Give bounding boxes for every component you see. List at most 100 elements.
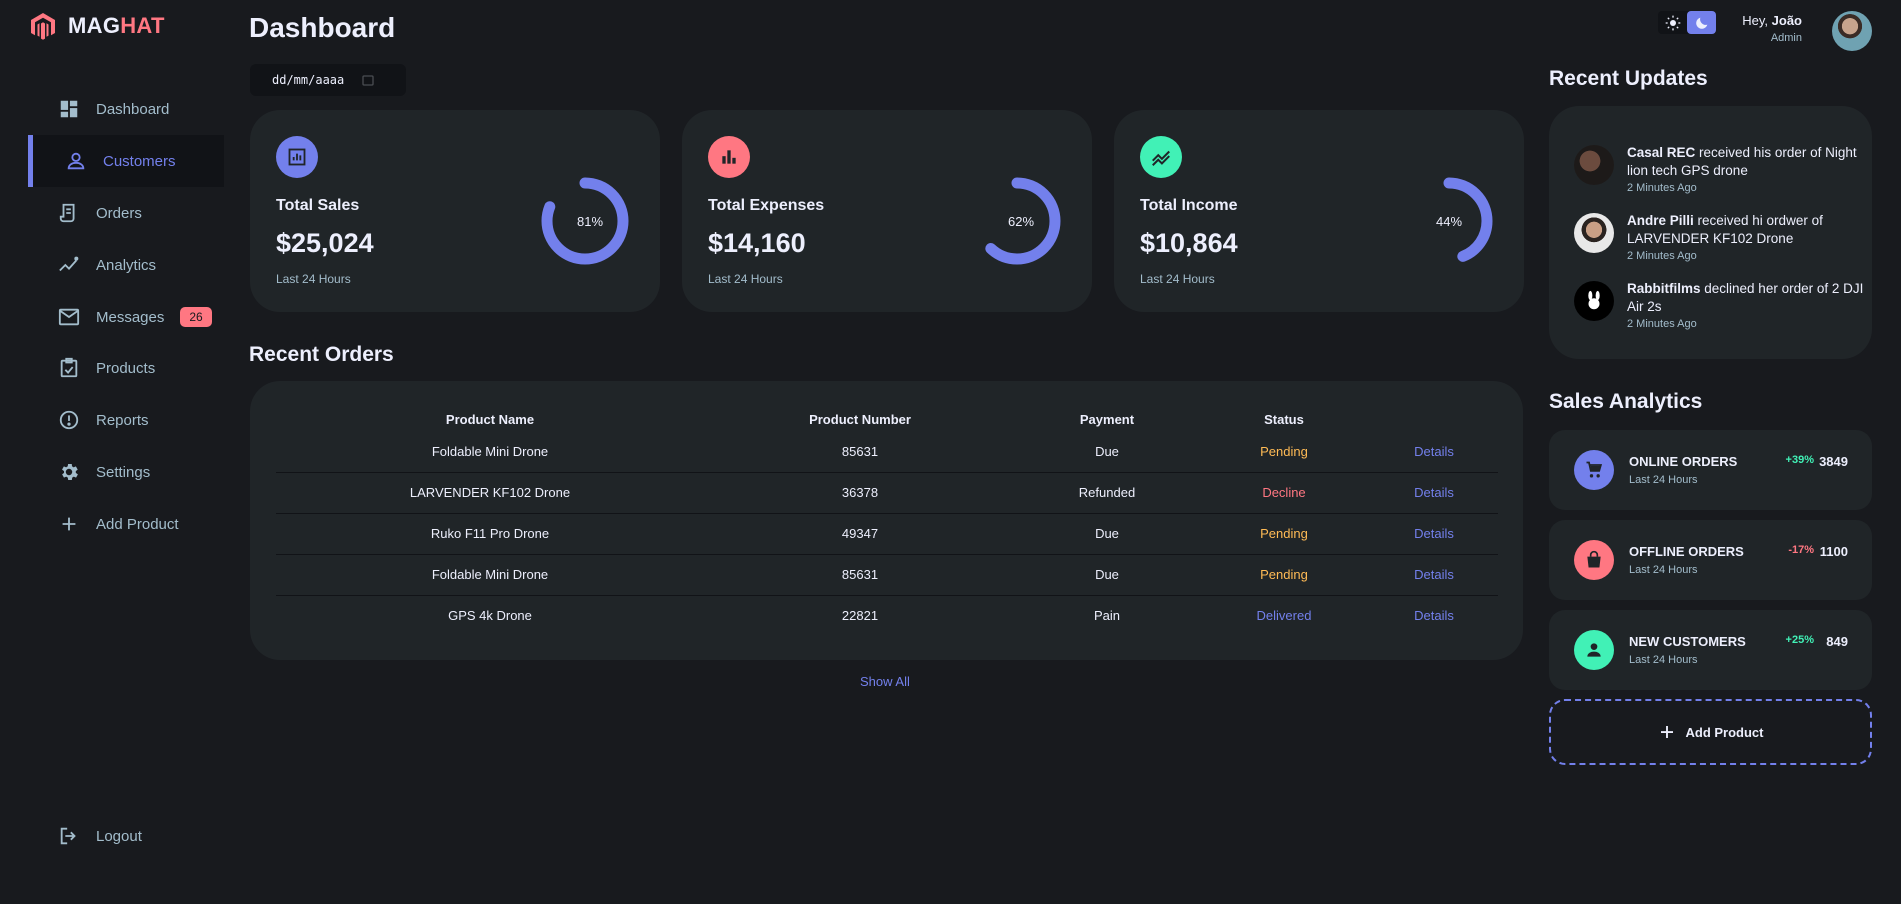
sidebar-item-orders[interactable]: Orders — [28, 187, 224, 239]
update-message: declined her order of 2 DJI Air 2s — [1627, 281, 1864, 314]
column-header: Product Name — [445, 411, 535, 427]
offline-orders-card: OFFLINE ORDERS Last 24 Hours -17% 1100 — [1549, 520, 1872, 600]
column-header: Payment — [1079, 411, 1135, 427]
report-icon — [59, 410, 79, 430]
sidebar-item-label: Products — [96, 359, 156, 377]
progress-ring — [973, 177, 1061, 265]
update-text: Rabbitfilms declined her order of 2 DJI … — [1627, 280, 1864, 316]
details-link[interactable]: Details — [1370, 431, 1498, 473]
update-user: Andre Pilli — [1627, 213, 1694, 228]
sidebar-item-label: Settings — [96, 463, 151, 481]
plus-icon — [1660, 726, 1673, 738]
sidebar-item-dashboard[interactable]: Dashboard — [28, 83, 224, 135]
analytics-change: +39% — [1785, 454, 1814, 466]
cart-icon — [1574, 450, 1614, 490]
person-icon — [1574, 630, 1614, 670]
analytics-icon — [276, 136, 318, 178]
payment-cell: Due — [1016, 513, 1198, 555]
payment-cell: Pain — [1093, 608, 1121, 624]
sidebar-item-analytics[interactable]: Analytics — [28, 239, 224, 291]
total-sales-card: Total Sales $25,024 Last 24 Hours 81% — [250, 110, 660, 312]
sidebar-item-label: Messages — [96, 308, 165, 326]
table-header-row: Product Name Product Number Payment Stat… — [276, 407, 1498, 431]
sidebar-item-logout[interactable]: Logout — [28, 810, 224, 862]
card-note: Last 24 Hours — [1140, 272, 1215, 286]
light-mode-icon[interactable] — [1658, 11, 1687, 34]
card-title: Total Sales — [276, 197, 360, 214]
logout-icon — [60, 827, 76, 845]
sidebar-item-settings[interactable]: Settings — [28, 446, 224, 498]
payment-cell: Refunded — [1016, 472, 1198, 514]
column-header: Status — [1264, 411, 1304, 427]
details-link[interactable]: Details — [1370, 472, 1498, 514]
magento-logo-icon — [31, 13, 55, 40]
show-all-link[interactable]: Show All — [860, 674, 910, 689]
details-link[interactable]: Details — [1370, 554, 1498, 596]
message-count-badge: 26 — [180, 307, 212, 327]
details-link[interactable]: Details — [1414, 608, 1454, 624]
receipt-icon — [59, 203, 75, 223]
greeting-text: Hey, — [1742, 13, 1769, 28]
logo[interactable]: MAGHAT — [30, 12, 165, 40]
card-note: Last 24 Hours — [276, 272, 351, 286]
page-title: Dashboard — [249, 12, 396, 43]
recent-orders-title: Recent Orders — [249, 343, 394, 366]
product-number-cell: 85631 — [704, 431, 1016, 473]
analytics-note: Last 24 Hours — [1629, 564, 1698, 576]
update-time: 2 Minutes Ago — [1627, 318, 1697, 330]
update-body: Casal REC received his order of Night li… — [1627, 144, 1864, 194]
details-link[interactable]: Details — [1370, 513, 1498, 555]
payment-cell: Due — [1016, 431, 1198, 473]
dark-mode-icon[interactable] — [1687, 11, 1716, 34]
progress-label: 44% — [1436, 214, 1463, 229]
analytics-title: NEW CUSTOMERS — [1629, 634, 1746, 649]
card-value: $10,864 — [1140, 228, 1238, 258]
sidebar-item-messages[interactable]: Messages 26 — [28, 291, 224, 343]
sidebar-item-label: Add Product — [96, 515, 179, 533]
recent-updates-title: Recent Updates — [1549, 67, 1708, 90]
update-user: Rabbitfilms — [1627, 281, 1701, 296]
analytics-title: OFFLINE ORDERS — [1629, 544, 1744, 559]
update-avatar — [1574, 213, 1614, 253]
insights-icon — [59, 256, 79, 272]
product-number-cell: 22821 — [841, 608, 879, 624]
update-time: 2 Minutes Ago — [1627, 250, 1697, 262]
sidebar-item-add-product[interactable]: Add Product — [28, 498, 224, 550]
orders-table-body: Foldable Mini Drone 85631 Due Pending De… — [276, 431, 1498, 636]
calendar-icon[interactable] — [362, 74, 374, 86]
online-orders-card: ONLINE ORDERS Last 24 Hours +39% 3849 — [1549, 430, 1872, 510]
inventory-icon — [60, 357, 78, 378]
date-placeholder: dd/mm/aaaa — [272, 73, 345, 87]
sidebar-item-products[interactable]: Products — [28, 342, 224, 394]
card-value: $14,160 — [708, 228, 806, 258]
product-name-cell: GPS 4k Drone — [448, 608, 532, 624]
product-number-cell: 49347 — [704, 513, 1016, 555]
product-name-cell: Foldable Mini Drone — [276, 431, 704, 473]
profile-info: Hey, João Admin — [1700, 13, 1802, 44]
new-customers-card: NEW CUSTOMERS Last 24 Hours +25% 849 — [1549, 610, 1872, 690]
add-product-button[interactable]: Add Product — [1549, 699, 1872, 765]
table-row: Ruko F11 Pro Drone 49347 Due Pending Det… — [276, 513, 1498, 555]
user-name: João — [1771, 13, 1802, 28]
analytics-title: ONLINE ORDERS — [1629, 454, 1738, 469]
product-number-cell: 85631 — [704, 554, 1016, 596]
sidebar-item-reports[interactable]: Reports — [28, 394, 224, 446]
orders-table: Product Name Product Number Payment Stat… — [276, 407, 1498, 636]
add-product-label: Add Product — [1685, 724, 1764, 740]
analytics-value: 849 — [1826, 634, 1848, 649]
sidebar-item-customers[interactable]: Customers — [28, 135, 224, 187]
product-name-cell: Ruko F11 Pro Drone — [276, 513, 704, 555]
product-number-cell: 36378 — [704, 472, 1016, 514]
analytics-value: 3849 — [1819, 454, 1848, 469]
avatar[interactable] — [1832, 11, 1872, 51]
theme-toggle[interactable] — [1658, 11, 1716, 34]
date-input[interactable]: dd/mm/aaaa — [250, 64, 406, 96]
status-cell: Delivered — [1256, 608, 1312, 624]
sidebar-item-label: Reports — [96, 411, 149, 429]
grid-icon — [60, 100, 78, 118]
total-expenses-card: Total Expenses $14,160 Last 24 Hours 62% — [682, 110, 1092, 312]
product-name-cell: Foldable Mini Drone — [276, 554, 704, 596]
bar-chart-icon — [708, 136, 750, 178]
rabbit-logo-icon — [1574, 281, 1614, 321]
sidebar-item-label: Customers — [103, 152, 176, 170]
